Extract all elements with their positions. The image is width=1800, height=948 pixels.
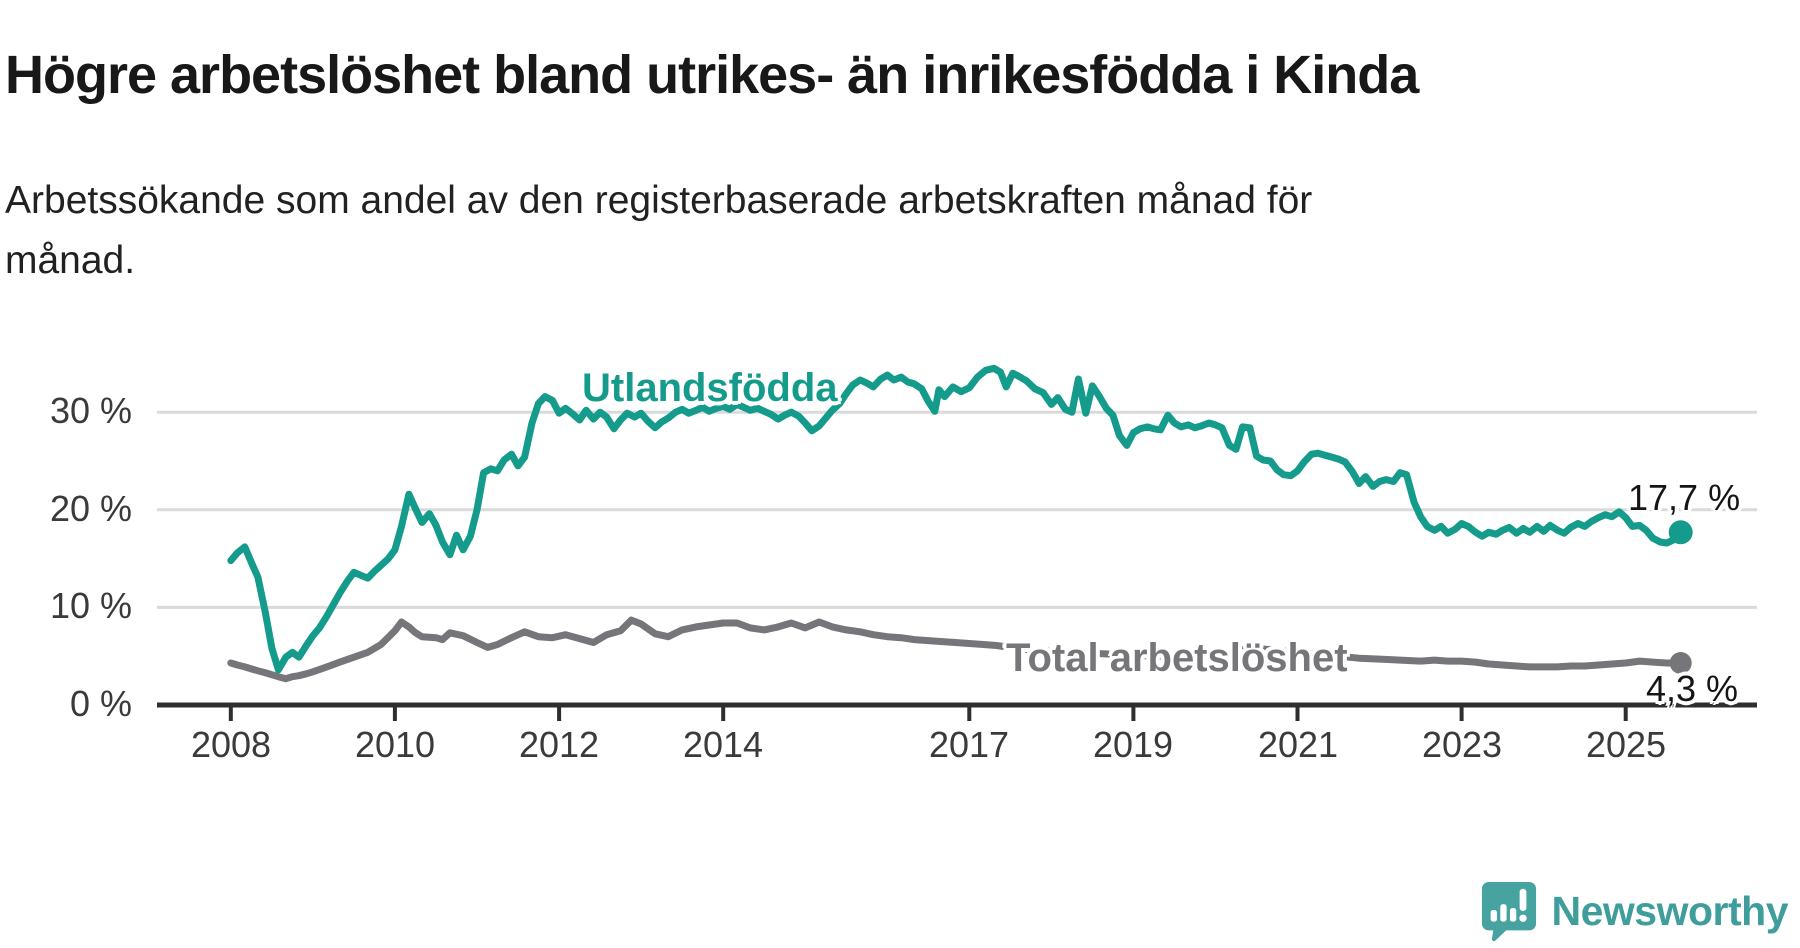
logo-bar-3: [1509, 908, 1516, 922]
logo-exclamation-bar: [1519, 888, 1526, 911]
end-dot-utlandsfodda: [1668, 520, 1693, 545]
series-line-utlandsfodda: [227, 364, 1685, 674]
chart-subtitle: Arbetssökande som andel av den registerb…: [5, 179, 1313, 283]
logo-bar-2: [1499, 904, 1507, 922]
series-line-total: [227, 616, 1685, 683]
end-dot-total: [1669, 652, 1692, 674]
end-value-label-utlandsfodda: 17,7 %: [1628, 477, 1741, 518]
chart-title: Högre arbetslöshet bland utrikes- än inr…: [5, 45, 1419, 106]
newsworthy-logo-icon: [1481, 882, 1536, 942]
logo-exclamation-dot: [1518, 914, 1527, 922]
series-label-total-arbetsloshet: Total arbetslöshet: [1006, 636, 1348, 680]
end-value-label-total: 4,3 %: [1646, 668, 1739, 709]
newsworthy-logo: Newsworthy: [1480, 880, 1789, 942]
newsworthy-logo-text: Newsworthy: [1551, 887, 1789, 934]
logo-bar-1: [1490, 910, 1497, 922]
series-label-utlandsfodda: Utlandsfödda: [582, 366, 838, 410]
